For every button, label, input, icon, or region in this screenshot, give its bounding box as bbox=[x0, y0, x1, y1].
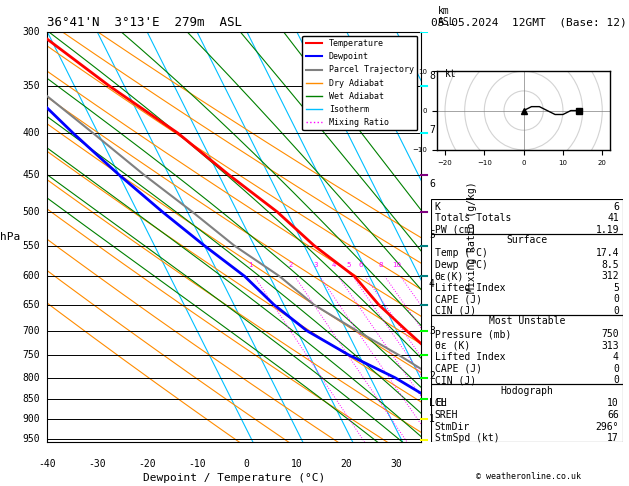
Text: K: K bbox=[435, 202, 440, 212]
Text: 6: 6 bbox=[429, 179, 435, 189]
Text: 5: 5 bbox=[613, 283, 619, 293]
Text: 4: 4 bbox=[429, 279, 435, 289]
Text: SREH: SREH bbox=[435, 410, 458, 420]
Text: 8.5: 8.5 bbox=[601, 260, 619, 270]
Text: θε (K): θε (K) bbox=[435, 341, 470, 350]
Text: -20: -20 bbox=[138, 459, 156, 469]
Text: CIN (J): CIN (J) bbox=[435, 306, 476, 316]
Text: 8: 8 bbox=[429, 71, 435, 81]
Text: LCL: LCL bbox=[429, 399, 447, 408]
Text: Lifted Index: Lifted Index bbox=[435, 352, 505, 362]
Text: Pressure (mb): Pressure (mb) bbox=[435, 329, 511, 339]
Text: 10: 10 bbox=[291, 459, 303, 469]
Text: Totals Totals: Totals Totals bbox=[435, 213, 511, 224]
Text: 17: 17 bbox=[607, 433, 619, 443]
Text: CAPE (J): CAPE (J) bbox=[435, 295, 482, 304]
Text: 700: 700 bbox=[22, 326, 40, 336]
Text: 10: 10 bbox=[392, 262, 401, 268]
Text: 1: 1 bbox=[248, 262, 253, 268]
Text: 36°41'N  3°13'E  279m  ASL: 36°41'N 3°13'E 279m ASL bbox=[47, 16, 242, 29]
Text: 4: 4 bbox=[613, 352, 619, 362]
Text: hPa: hPa bbox=[0, 232, 20, 242]
Text: 41: 41 bbox=[607, 213, 619, 224]
Text: StmSpd (kt): StmSpd (kt) bbox=[435, 433, 499, 443]
Text: kt: kt bbox=[445, 69, 457, 79]
Text: PW (cm): PW (cm) bbox=[435, 225, 476, 235]
Text: Dewpoint / Temperature (°C): Dewpoint / Temperature (°C) bbox=[143, 473, 325, 483]
Text: -10: -10 bbox=[188, 459, 206, 469]
Text: 4: 4 bbox=[332, 262, 337, 268]
Text: CIN (J): CIN (J) bbox=[435, 375, 476, 385]
Text: Temp (°C): Temp (°C) bbox=[435, 248, 487, 258]
Text: 8: 8 bbox=[379, 262, 383, 268]
Text: 30: 30 bbox=[391, 459, 403, 469]
Text: 300: 300 bbox=[22, 27, 40, 36]
Text: 2: 2 bbox=[289, 262, 293, 268]
Text: 1.19: 1.19 bbox=[596, 225, 619, 235]
Text: 312: 312 bbox=[601, 271, 619, 281]
Legend: Temperature, Dewpoint, Parcel Trajectory, Dry Adiabat, Wet Adiabat, Isotherm, Mi: Temperature, Dewpoint, Parcel Trajectory… bbox=[303, 36, 417, 130]
Text: 500: 500 bbox=[22, 207, 40, 217]
Text: Mixing Ratio (g/kg): Mixing Ratio (g/kg) bbox=[467, 181, 477, 293]
Text: EH: EH bbox=[435, 399, 447, 409]
Text: 2: 2 bbox=[429, 371, 435, 381]
Text: 5: 5 bbox=[429, 230, 435, 240]
Text: -30: -30 bbox=[88, 459, 106, 469]
Text: 1: 1 bbox=[429, 414, 435, 424]
Text: Dewp (°C): Dewp (°C) bbox=[435, 260, 487, 270]
Text: 400: 400 bbox=[22, 128, 40, 138]
Text: 550: 550 bbox=[22, 241, 40, 251]
Text: 0: 0 bbox=[244, 459, 250, 469]
Text: 66: 66 bbox=[607, 410, 619, 420]
Text: 5: 5 bbox=[347, 262, 351, 268]
Text: 650: 650 bbox=[22, 299, 40, 310]
Text: 0: 0 bbox=[613, 375, 619, 385]
Text: 750: 750 bbox=[601, 329, 619, 339]
Text: 750: 750 bbox=[22, 350, 40, 360]
Text: 0: 0 bbox=[613, 295, 619, 304]
Text: 0: 0 bbox=[613, 364, 619, 374]
Text: 6: 6 bbox=[359, 262, 363, 268]
Text: 313: 313 bbox=[601, 341, 619, 350]
Text: Lifted Index: Lifted Index bbox=[435, 283, 505, 293]
Text: 10: 10 bbox=[607, 399, 619, 409]
Text: 3: 3 bbox=[313, 262, 318, 268]
Text: 7: 7 bbox=[429, 124, 435, 135]
Text: Hodograph: Hodograph bbox=[500, 386, 554, 396]
Text: © weatheronline.co.uk: © weatheronline.co.uk bbox=[476, 472, 581, 481]
Text: 900: 900 bbox=[22, 415, 40, 424]
Text: Most Unstable: Most Unstable bbox=[489, 316, 565, 326]
Text: 296°: 296° bbox=[596, 422, 619, 432]
Text: θε(K): θε(K) bbox=[435, 271, 464, 281]
Text: 600: 600 bbox=[22, 271, 40, 281]
Text: 3: 3 bbox=[429, 326, 435, 336]
Text: 350: 350 bbox=[22, 81, 40, 91]
Text: 450: 450 bbox=[22, 170, 40, 180]
Text: StmDir: StmDir bbox=[435, 422, 470, 432]
Text: CAPE (J): CAPE (J) bbox=[435, 364, 482, 374]
Text: 850: 850 bbox=[22, 394, 40, 404]
Text: 800: 800 bbox=[22, 373, 40, 383]
Text: 17.4: 17.4 bbox=[596, 248, 619, 258]
Text: 0: 0 bbox=[613, 306, 619, 316]
Text: 950: 950 bbox=[22, 434, 40, 444]
Text: 05.05.2024  12GMT  (Base: 12): 05.05.2024 12GMT (Base: 12) bbox=[431, 17, 626, 27]
Text: Surface: Surface bbox=[506, 235, 547, 245]
Text: -40: -40 bbox=[38, 459, 56, 469]
Text: 20: 20 bbox=[341, 459, 352, 469]
Text: 6: 6 bbox=[613, 202, 619, 212]
Text: km
ASL: km ASL bbox=[438, 6, 456, 28]
